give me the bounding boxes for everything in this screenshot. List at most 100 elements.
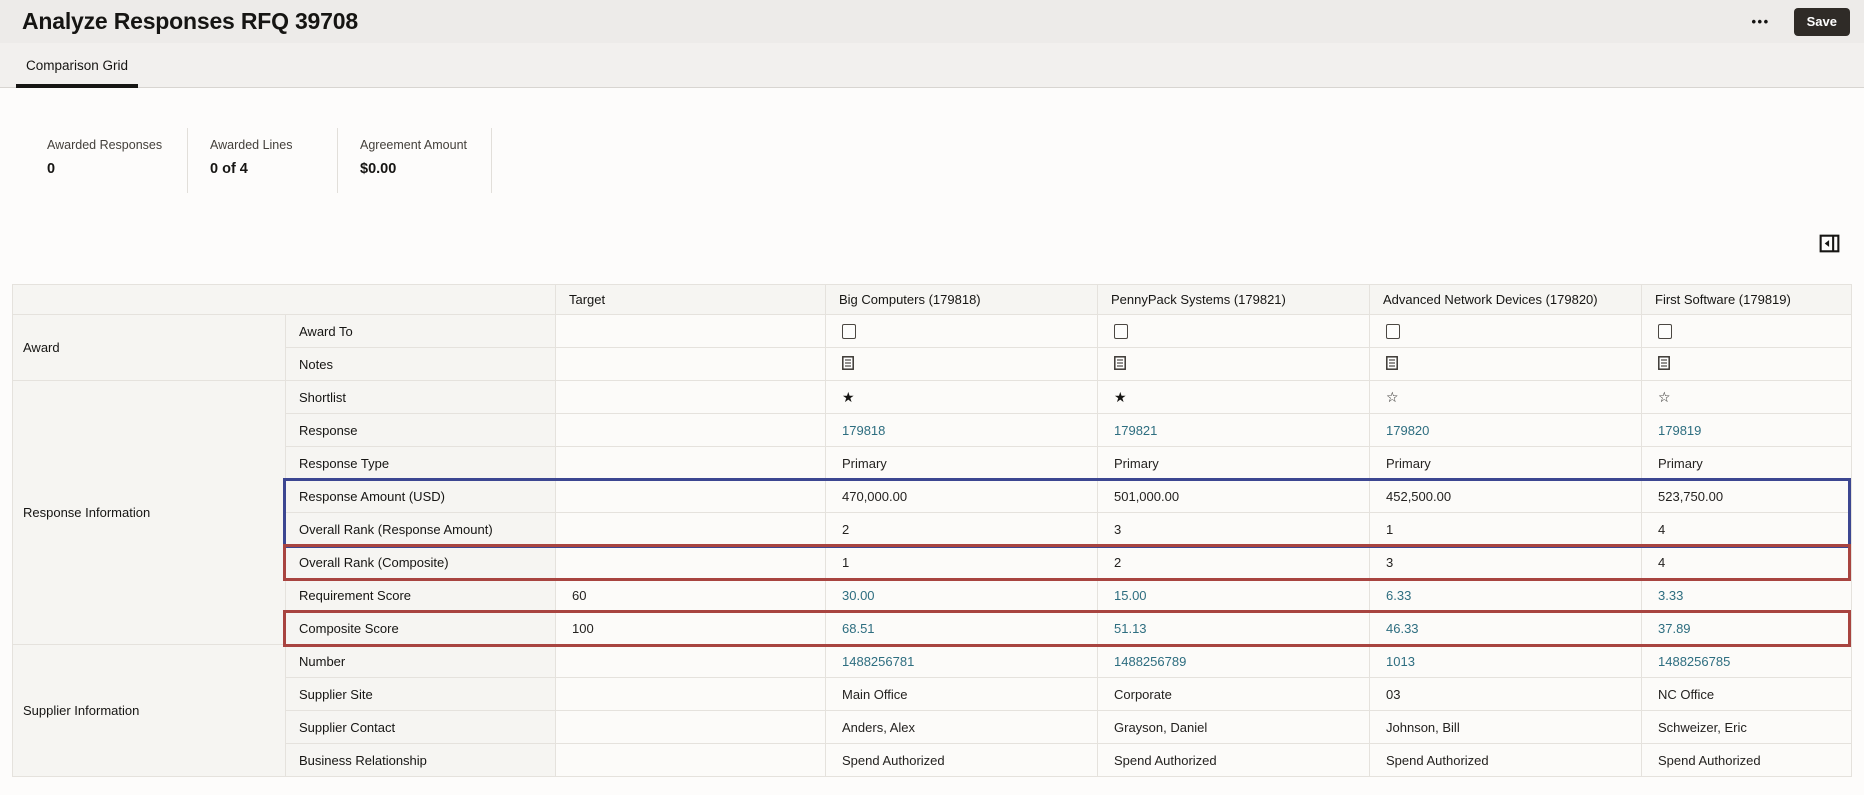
requirement-score-link[interactable]: 30.00 [842,587,875,603]
row-label-overall-rank-response-amount: Overall Rank (Response Amount) [285,512,556,546]
cell-composite-score: 51.13 [1097,611,1370,645]
cell-response: 179819 [1641,413,1852,447]
cell-overall-rank-composite: 4 [1641,545,1852,579]
composite-score-link[interactable]: 68.51 [842,620,875,636]
grid-row-overall-rank-response-amount: Overall Rank (Response Amount) 2 3 1 4 [13,512,1852,546]
grid-row-number: Supplier Information Number 1488256781 1488… [12,644,1852,777]
cell-response: 179818 [825,413,1098,447]
award-to-checkbox[interactable] [842,324,856,340]
tab-comparison-grid-label: Comparison Grid [26,57,129,73]
shortlist-star-filled[interactable]: ★ [842,388,855,405]
stat-label: Agreement Amount [360,138,468,152]
more-actions-button[interactable]: ••• [1751,14,1770,29]
cell-business-relationship: Spend Authorized [1097,743,1370,777]
response-link[interactable]: 179819 [1658,422,1702,438]
shortlist-star-empty[interactable]: ☆ [1658,388,1671,405]
response-link[interactable]: 179820 [1386,422,1430,438]
tab-comparison-grid[interactable]: Comparison Grid [16,43,139,88]
cell-supplier-contact: Anders, Alex [825,710,1098,744]
top-bar-actions: ••• Save [1751,7,1850,36]
cell-number: 1488256785 [1641,644,1852,678]
response-link[interactable]: 179821 [1114,422,1158,438]
requirement-score-link[interactable]: 15.00 [1114,587,1147,603]
column-header-big-computers-179818: Big Computers (179818) [825,284,1098,315]
cell-number: 1488256781 [825,644,1098,678]
collapse-panel-button[interactable] [1816,231,1842,257]
grid-corner-header [12,284,556,315]
cell-notes [825,347,1098,381]
comparison-grid-table: Target Big Computers (179818) PennyPack Sy… [12,284,1852,777]
column-header-first-software-179819: First Software (179819) [1641,284,1852,315]
target-value-composite-score: 100 [555,611,826,645]
tab-bar: Comparison Grid [0,43,1864,88]
cell-award-to [1369,314,1642,348]
notes-icon[interactable] [1386,355,1398,370]
stat-label: Awarded Lines [210,138,293,152]
collapse-panel-icon [1817,234,1842,259]
composite-score-link[interactable]: 46.33 [1386,620,1419,636]
number-link[interactable]: 1488256789 [1114,653,1187,669]
target-value-response-amount-usd [555,479,826,513]
composite-score-link[interactable]: 51.13 [1114,620,1147,636]
cell-response-amount-usd: 501,000.00 [1097,479,1370,513]
grid-row-supplier-contact: Supplier Contact Anders, Alex Grayson, Dan… [13,710,1852,744]
row-label-supplier-contact: Supplier Contact [285,710,556,744]
cell-overall-rank-response-amount: 3 [1097,512,1370,546]
requirement-score-link[interactable]: 3.33 [1658,587,1684,603]
requirement-score-link[interactable]: 6.33 [1386,587,1412,603]
cell-response-type: Primary [825,446,1098,480]
row-label-response-type: Response Type [285,446,556,480]
number-link[interactable]: 1013 [1386,653,1415,669]
row-group-award: Award [12,314,286,381]
cell-overall-rank-response-amount: 2 [825,512,1098,546]
cell-business-relationship: Spend Authorized [825,743,1098,777]
cell-supplier-site: Corporate [1097,677,1370,711]
stat-value: 0 [47,161,56,177]
row-label-supplier-site: Supplier Site [285,677,556,711]
cell-shortlist: ★ [825,380,1098,414]
notes-icon[interactable] [1658,355,1670,370]
response-link[interactable]: 179818 [842,422,886,438]
cell-response-amount-usd: 470,000.00 [825,479,1098,513]
award-to-checkbox[interactable] [1386,324,1400,340]
award-to-checkbox[interactable] [1114,324,1128,340]
cell-overall-rank-response-amount: 4 [1641,512,1852,546]
row-label-notes: Notes [285,347,556,381]
shortlist-star-filled[interactable]: ★ [1114,388,1127,405]
cell-response: 179820 [1369,413,1642,447]
cell-award-to [1641,314,1852,348]
grid-row-shortlist: Response Information Shortlist ★ ★ ☆ ☆ [12,380,1852,645]
grid-row-response: Response 179818 179821 179820 179819 [13,413,1852,447]
target-value-requirement-score: 60 [555,578,826,612]
shortlist-star-empty[interactable]: ☆ [1386,388,1399,405]
notes-icon[interactable] [1114,355,1126,370]
row-group-supplier-information: Supplier Information [12,644,286,777]
cell-response: 179821 [1097,413,1370,447]
cell-shortlist: ☆ [1641,380,1852,414]
cell-supplier-site: NC Office [1641,677,1852,711]
row-label-response: Response [285,413,556,447]
target-value-response-type [555,446,826,480]
grid-row-response-type: Response Type Primary Primary Primary Primar… [13,446,1852,480]
number-link[interactable]: 1488256785 [1658,653,1731,669]
composite-score-link[interactable]: 37.89 [1658,620,1691,636]
award-to-checkbox[interactable] [1658,324,1672,340]
cell-overall-rank-composite: 2 [1097,545,1370,579]
cell-composite-score: 37.89 [1641,611,1852,645]
cell-response-amount-usd: 523,750.00 [1641,479,1852,513]
row-label-number: Number [285,644,556,678]
cell-shortlist: ☆ [1369,380,1642,414]
cell-supplier-site: Main Office [825,677,1098,711]
main-content: Awarded Responses 0 Awarded Lines 0 of 4… [0,88,1864,795]
grid-body: Award Award To Notes Response Information Sh… [12,314,1852,777]
target-value-overall-rank-response-amount [555,512,826,546]
notes-icon[interactable] [842,355,854,370]
stat-agreement-amount: Agreement Amount $0.00 [338,128,493,193]
column-header-advanced-network-devices-179820: Advanced Network Devices (179820) [1369,284,1642,315]
column-header-pennypack-systems-179821: PennyPack Systems (179821) [1097,284,1370,315]
number-link[interactable]: 1488256781 [842,653,915,669]
cell-business-relationship: Spend Authorized [1641,743,1852,777]
row-label-business-relationship: Business Relationship [285,743,556,777]
stat-awarded-responses: Awarded Responses 0 [38,128,188,193]
save-button[interactable]: Save [1793,7,1850,36]
